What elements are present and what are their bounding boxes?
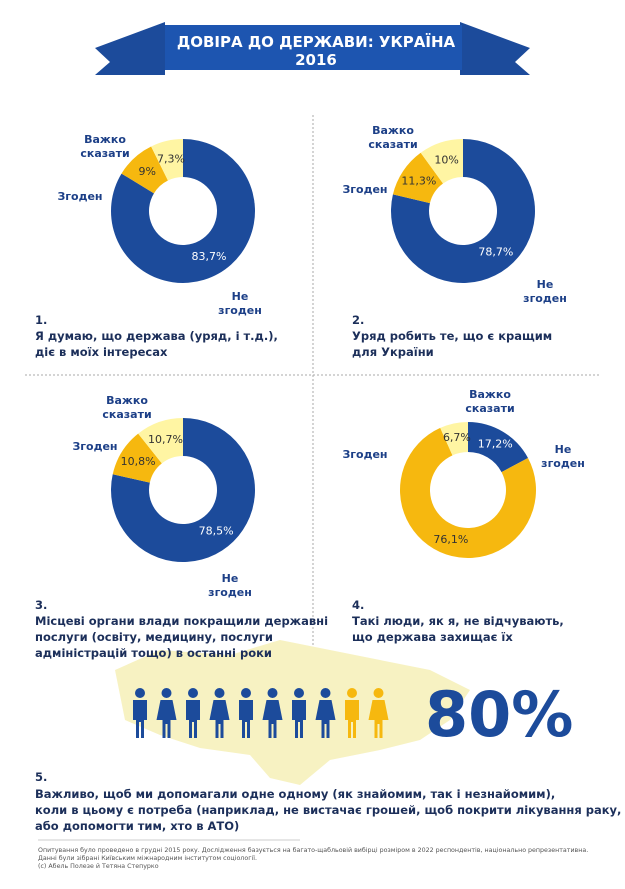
donut-slice xyxy=(110,139,255,283)
value-label: 10,7% xyxy=(148,433,183,446)
category-label: Важко сказати xyxy=(368,124,418,151)
value-label: 7,3% xyxy=(157,152,185,165)
donut-slice xyxy=(420,139,463,184)
statement-text: Місцеві органи влади покращили державні … xyxy=(35,614,329,660)
head xyxy=(294,688,304,698)
person-icon xyxy=(368,688,389,738)
statement-number: 4. xyxy=(352,598,365,612)
donut-slice xyxy=(121,146,168,194)
value-label: 10% xyxy=(434,154,458,167)
head xyxy=(373,688,384,698)
head xyxy=(241,688,251,698)
value-label: 6,7% xyxy=(443,431,471,444)
body xyxy=(133,700,147,738)
head xyxy=(161,688,172,698)
title-banner xyxy=(165,25,462,70)
donut-slice xyxy=(468,421,528,473)
person-icon xyxy=(315,688,336,738)
category-label: Важко сказати xyxy=(102,394,152,421)
category-label: Згоден xyxy=(342,183,388,196)
donut-slice xyxy=(392,152,444,204)
statement-text: Я думаю, що держава (уряд, і т.д.), діє … xyxy=(35,329,278,359)
donut-slice xyxy=(111,418,255,562)
statement-number: 5. xyxy=(35,770,48,784)
head xyxy=(347,688,357,698)
category-label: Згоден xyxy=(57,190,103,203)
body xyxy=(186,700,200,738)
head xyxy=(188,688,198,698)
value-label: 9% xyxy=(138,165,155,178)
statement-text: Важливо, щоб ми допомагали одне одному (… xyxy=(35,787,622,833)
person-icon xyxy=(239,688,253,738)
statement-number: 1. xyxy=(35,313,48,327)
category-label: Згоден xyxy=(342,448,388,461)
head xyxy=(320,688,331,698)
value-label: 10,8% xyxy=(121,455,156,468)
value-label: 78,7% xyxy=(478,246,513,259)
category-label: Не згоден xyxy=(208,572,252,599)
person-icon xyxy=(156,688,177,738)
value-label: 17,2% xyxy=(478,438,513,451)
head xyxy=(267,688,278,698)
donut-slice xyxy=(151,139,183,181)
category-label: Не згоден xyxy=(541,443,585,470)
donut-slice xyxy=(138,418,183,464)
value-label: 11,3% xyxy=(401,175,436,188)
category-label: Не згоден xyxy=(523,278,567,305)
donut-slice xyxy=(112,433,162,483)
category-label: Не згоден xyxy=(218,290,262,317)
statement-text: Уряд робить те, що є кращим для України xyxy=(352,329,553,359)
donut-slice xyxy=(399,427,536,559)
body xyxy=(292,700,306,738)
person-icon xyxy=(345,688,359,738)
donut-slice xyxy=(440,422,468,456)
body xyxy=(315,700,336,738)
person-icon xyxy=(262,688,283,738)
person-icon xyxy=(292,688,306,738)
body xyxy=(345,700,359,738)
body xyxy=(156,700,177,738)
head xyxy=(214,688,225,698)
donut-slice xyxy=(391,139,535,283)
ribbon-right xyxy=(460,22,530,75)
value-label: 78,5% xyxy=(199,524,234,537)
statement-number: 3. xyxy=(35,598,48,612)
person-icon xyxy=(209,688,230,738)
title: ДОВІРА ДО ДЕРЖАВИ: УКРАЇНА 2016 xyxy=(176,33,456,69)
body xyxy=(239,700,253,738)
body xyxy=(209,700,230,738)
body xyxy=(368,700,389,738)
category-label: Важко сказати xyxy=(465,388,515,415)
big-value: 80% xyxy=(425,678,574,751)
statement-text: Такі люди, як я, не відчувають, що держа… xyxy=(352,614,564,644)
body xyxy=(262,700,283,738)
category-label: Важко сказати xyxy=(80,133,130,160)
category-label: Згоден xyxy=(72,440,118,453)
value-label: 83,7% xyxy=(191,250,226,263)
ribbon-left xyxy=(95,22,165,75)
person-icon xyxy=(133,688,147,738)
statement-number: 2. xyxy=(352,313,365,327)
person-icon xyxy=(186,688,200,738)
value-label: 76,1% xyxy=(433,533,468,546)
head xyxy=(135,688,145,698)
footnote: Опитування було проведено в грудні 2015 … xyxy=(38,847,589,870)
